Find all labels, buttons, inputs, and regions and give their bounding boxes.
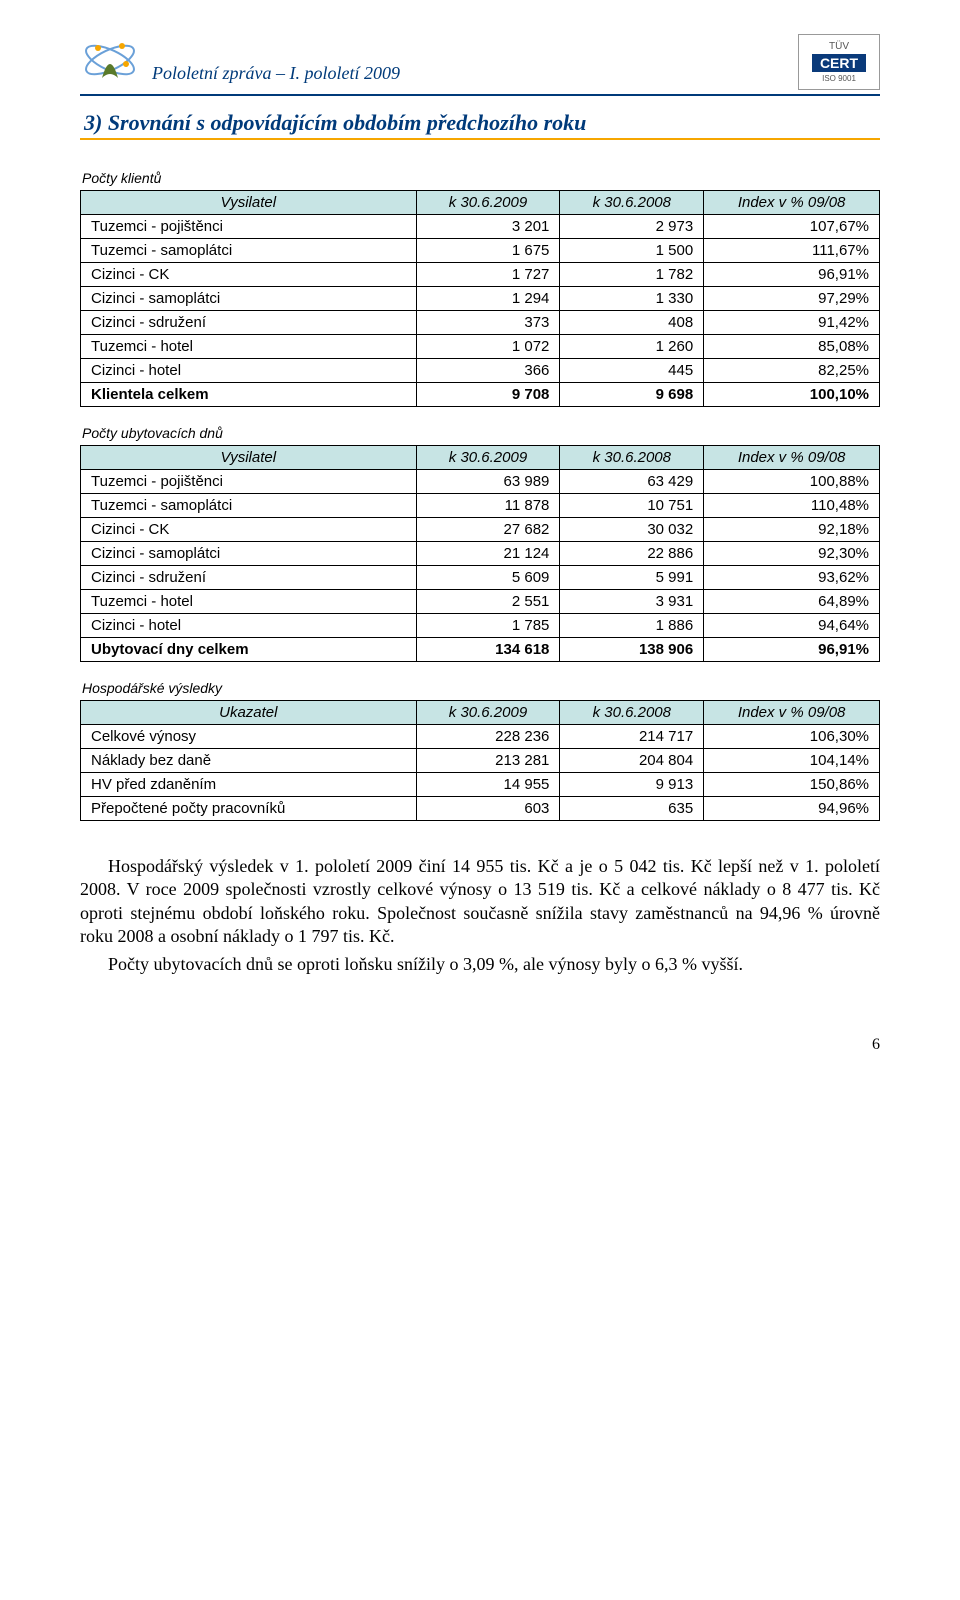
doc-title: Pololetní zpráva – I. pololetí 2009 xyxy=(152,63,400,90)
table2-col0: Vysilatel xyxy=(81,446,417,470)
table2-header-row: Vysilatel k 30.6.2009 k 30.6.2008 Index … xyxy=(81,446,880,470)
section-heading: 3) Srovnání s odpovídajícím obdobím před… xyxy=(80,106,880,140)
table1-header-row: Vysilatel k 30.6.2009 k 30.6.2008 Index … xyxy=(81,191,880,215)
tuv-cert-logo: TÜV CERT ISO 9001 xyxy=(798,34,880,90)
table-row: Cizinci - hotel36644582,25% xyxy=(81,359,880,383)
table-row: Přepočtené počty pracovníků60363594,96% xyxy=(81,797,880,821)
table-row: HV před zdaněním14 9559 913150,86% xyxy=(81,773,880,797)
table1-caption: Počty klientů xyxy=(82,170,880,186)
table-row: Náklady bez daně213 281204 804104,14% xyxy=(81,749,880,773)
header-rule xyxy=(80,94,880,96)
table-row: Tuzemci - pojištěnci63 98963 429100,88% xyxy=(81,470,880,494)
table-clients: Vysilatel k 30.6.2009 k 30.6.2008 Index … xyxy=(80,190,880,407)
tuv-text: TÜV xyxy=(829,41,849,52)
table-row: Cizinci - CK1 7271 78296,91% xyxy=(81,263,880,287)
header-row: Pololetní zpráva – I. pololetí 2009 TÜV … xyxy=(80,30,880,90)
table-row: Cizinci - samoplátci1 2941 33097,29% xyxy=(81,287,880,311)
table-row: Celkové výnosy228 236214 717106,30% xyxy=(81,725,880,749)
table3-header-row: Ukazatel k 30.6.2009 k 30.6.2008 Index v… xyxy=(81,701,880,725)
table1-col0: Vysilatel xyxy=(81,191,417,215)
table-row: Tuzemci - samoplátci11 87810 751110,48% xyxy=(81,494,880,518)
table1-col3: Index v % 09/08 xyxy=(704,191,880,215)
table1-col1: k 30.6.2009 xyxy=(416,191,560,215)
table1-total-row: Klientela celkem9 7089 698100,10% xyxy=(81,383,880,407)
table-row: Cizinci - samoplátci21 12422 88692,30% xyxy=(81,542,880,566)
table-row: Cizinci - sdružení5 6095 99193,62% xyxy=(81,566,880,590)
table3-col0: Ukazatel xyxy=(81,701,417,725)
header-left: Pololetní zpráva – I. pololetí 2009 xyxy=(80,30,400,90)
spa-logo-icon xyxy=(80,30,140,90)
page: Pololetní zpráva – I. pololetí 2009 TÜV … xyxy=(0,0,960,1094)
page-number: 6 xyxy=(80,1036,880,1054)
body-p1: Hospodářský výsledek v 1. pololetí 2009 … xyxy=(80,855,880,949)
table3-caption: Hospodářské výsledky xyxy=(82,680,880,696)
table2-total-row: Ubytovací dny celkem134 618138 90696,91% xyxy=(81,638,880,662)
table-row: Cizinci - CK27 68230 03292,18% xyxy=(81,518,880,542)
table2-col3: Index v % 09/08 xyxy=(704,446,880,470)
table-row: Tuzemci - samoplátci1 6751 500111,67% xyxy=(81,239,880,263)
table1-col2: k 30.6.2008 xyxy=(560,191,704,215)
table-row: Tuzemci - hotel2 5513 93164,89% xyxy=(81,590,880,614)
cert-badge: CERT xyxy=(812,54,866,72)
table-row: Tuzemci - pojištěnci3 2012 973107,67% xyxy=(81,215,880,239)
body-p2: Počty ubytovacích dnů se oproti loňsku s… xyxy=(80,953,880,976)
body-text: Hospodářský výsledek v 1. pololetí 2009 … xyxy=(80,855,880,976)
table3-col3: Index v % 09/08 xyxy=(704,701,880,725)
iso-text: ISO 9001 xyxy=(822,74,856,83)
table2-caption: Počty ubytovacích dnů xyxy=(82,425,880,441)
table3-col2: k 30.6.2008 xyxy=(560,701,704,725)
table-row: Cizinci - hotel1 7851 88694,64% xyxy=(81,614,880,638)
table-row: Tuzemci - hotel1 0721 26085,08% xyxy=(81,335,880,359)
table-row: Cizinci - sdružení37340891,42% xyxy=(81,311,880,335)
table3-col1: k 30.6.2009 xyxy=(416,701,560,725)
table-accommodation-days: Vysilatel k 30.6.2009 k 30.6.2008 Index … xyxy=(80,445,880,662)
table-economic-results: Ukazatel k 30.6.2009 k 30.6.2008 Index v… xyxy=(80,700,880,821)
table2-col1: k 30.6.2009 xyxy=(416,446,560,470)
table2-col2: k 30.6.2008 xyxy=(560,446,704,470)
